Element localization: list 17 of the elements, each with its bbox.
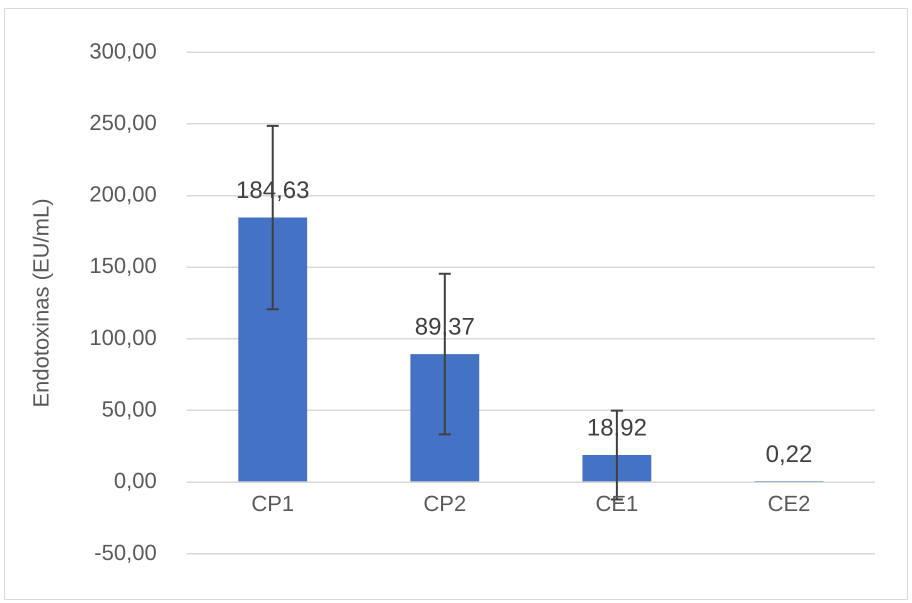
y-tick-label: 0,00 [114, 468, 157, 494]
y-axis-title: Endotoxinas (EU/mL) [28, 198, 54, 408]
bar [238, 218, 308, 482]
y-tick-label: 300,00 [89, 38, 157, 64]
y-tick-label: 200,00 [89, 182, 157, 207]
y-tick-label: 100,00 [89, 324, 157, 350]
data-label: 0,22 [766, 441, 812, 468]
x-tick-label: CP2 [423, 491, 466, 516]
x-tick-label: CE2 [768, 491, 810, 516]
bar [410, 354, 480, 482]
bar [582, 455, 652, 482]
y-tick-label: 150,00 [89, 253, 157, 278]
x-tick-label: CP1 [251, 491, 294, 516]
x-tick-label: CE1 [595, 491, 638, 516]
y-tick-label: 50,00 [102, 396, 157, 422]
y-tick-label: 250,00 [89, 110, 157, 135]
y-tick-label: -50,00 [94, 540, 157, 565]
